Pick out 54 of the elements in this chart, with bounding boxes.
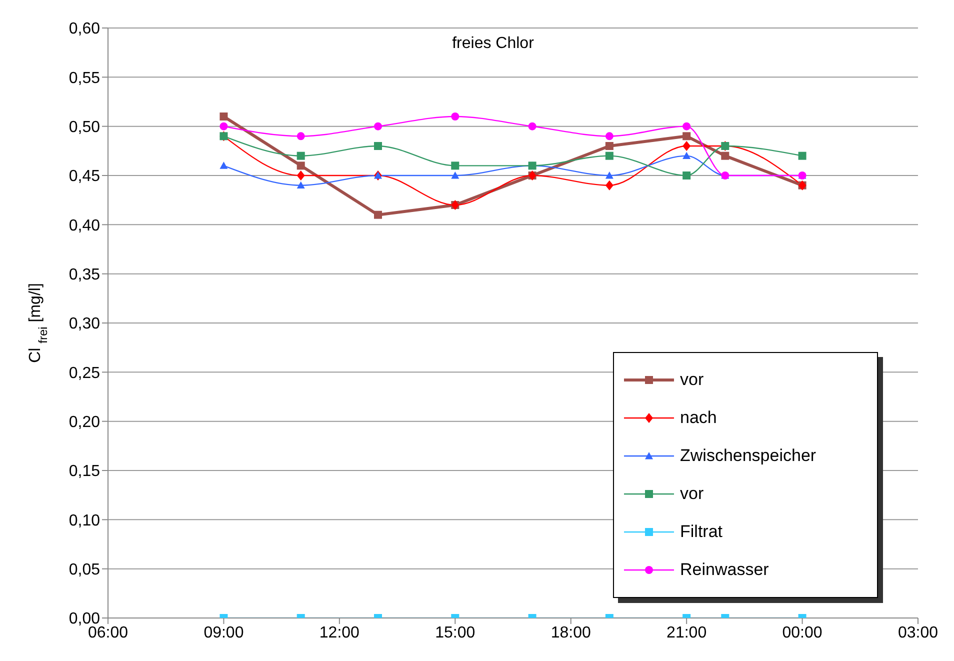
- point: [451, 172, 460, 179]
- point: [682, 132, 691, 140]
- point: [528, 122, 536, 130]
- legend-label: Filtrat: [680, 522, 722, 542]
- x-tick-label: 00:00: [782, 624, 822, 642]
- point: [296, 181, 305, 189]
- point: [605, 152, 614, 160]
- point: [682, 141, 691, 151]
- legend-label: vor: [680, 370, 704, 390]
- x-tick-label: 21:00: [666, 624, 707, 642]
- point: [721, 152, 730, 160]
- y-tick-label: 0,30: [68, 316, 100, 333]
- point: [296, 132, 305, 140]
- legend-label: Reinwasser: [680, 560, 769, 580]
- x-tick-label: 12:00: [319, 624, 360, 642]
- point: [605, 142, 614, 150]
- chart-title: freies Chlor: [452, 35, 535, 52]
- y-tick-label: 0,55: [68, 70, 100, 87]
- y-tick-label: 0,05: [68, 562, 100, 579]
- point: [682, 172, 691, 180]
- point: [451, 162, 460, 170]
- y-tick-label: 0,60: [68, 20, 100, 38]
- point: [374, 210, 382, 219]
- x-tick-label: 06:00: [88, 624, 128, 642]
- x-tick-label: 15:00: [435, 624, 476, 642]
- point: [605, 132, 614, 140]
- y-tick-label: 0,10: [68, 512, 100, 530]
- point: [682, 152, 691, 160]
- legend-label: nach: [680, 408, 717, 428]
- point: [451, 112, 460, 120]
- point: [296, 152, 305, 160]
- y-tick-label: 0,20: [68, 414, 100, 432]
- point: [605, 172, 614, 179]
- point: [605, 180, 614, 190]
- point: [798, 152, 806, 160]
- point: [374, 122, 382, 130]
- y-tick-label: 0,15: [68, 463, 100, 480]
- point: [220, 122, 228, 130]
- y-tick-label: 0,45: [68, 168, 100, 186]
- x-tick-label: 03:00: [898, 624, 938, 642]
- x-tick-label: 18:00: [550, 624, 591, 642]
- point: [220, 162, 228, 169]
- legend-label: Zwischenspeicher: [680, 446, 816, 466]
- point: [296, 170, 305, 180]
- y-tick-label: 0,50: [68, 119, 100, 136]
- point: [296, 162, 305, 170]
- y-tick-label: 0,35: [68, 266, 100, 284]
- point: [220, 112, 228, 120]
- point: [682, 122, 691, 130]
- y-tick-label: 0,25: [68, 364, 100, 382]
- point: [374, 142, 382, 150]
- legend-label: vor: [680, 484, 704, 504]
- y-tick-label: 0,40: [68, 217, 100, 234]
- x-tick-label: 09:00: [204, 624, 244, 642]
